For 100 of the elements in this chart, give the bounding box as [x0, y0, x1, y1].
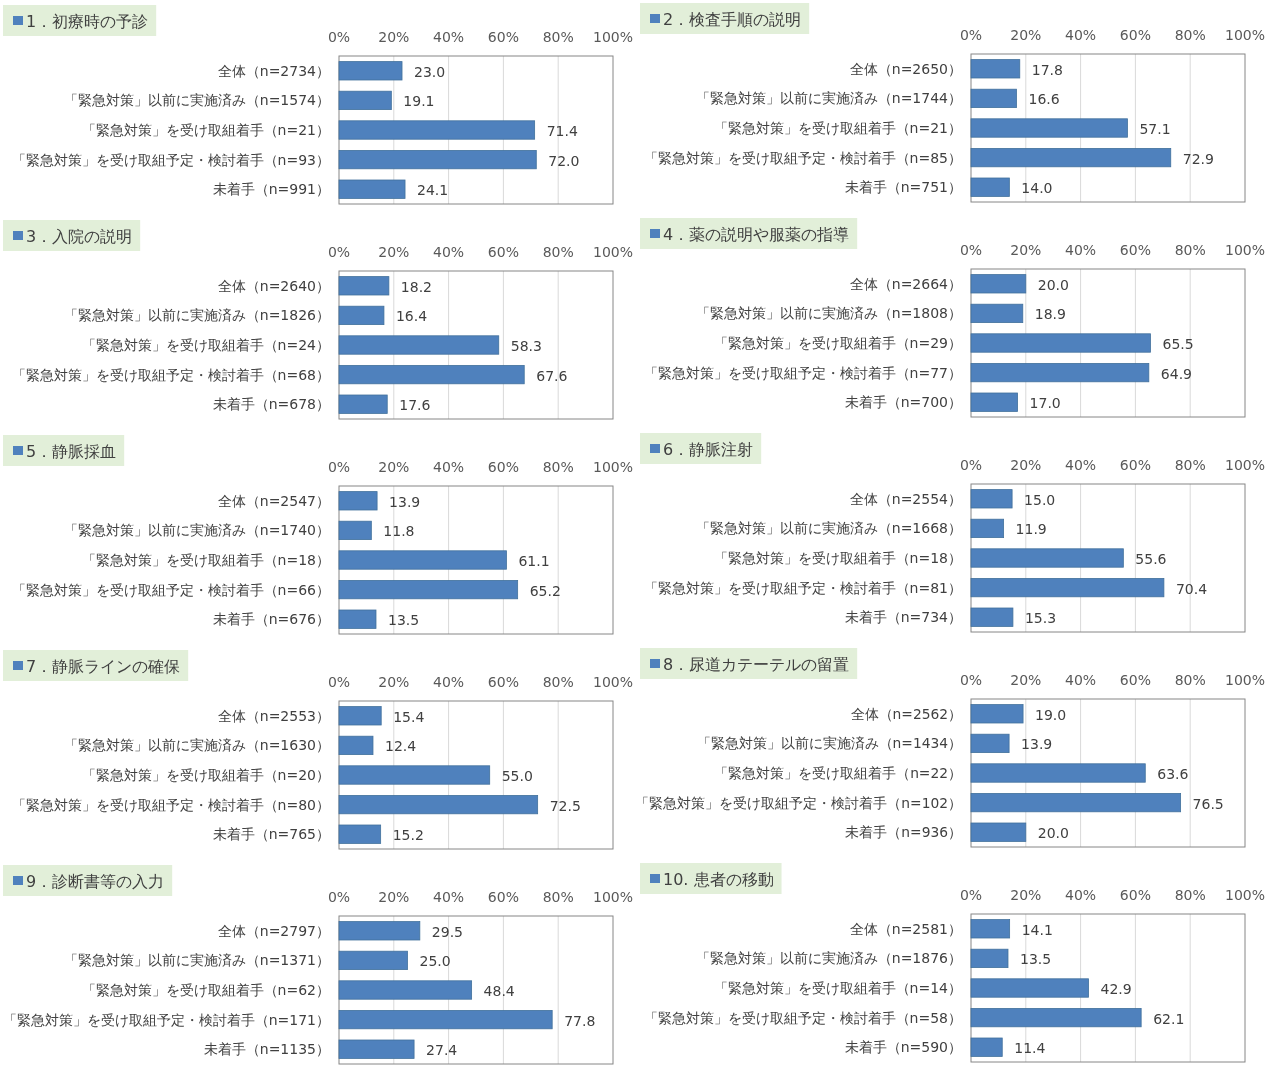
y-tick-label: 未着手（n=678） — [212, 396, 330, 413]
bar — [970, 118, 1128, 138]
data-label: 15.3 — [1024, 610, 1057, 627]
x-tick-label: 80% — [1174, 242, 1206, 258]
bar — [970, 363, 1150, 383]
x-tick-label: 60% — [1119, 887, 1151, 903]
text: 10. 患者の移動 — [663, 869, 774, 889]
x-tick-label: 60% — [487, 889, 519, 905]
bar — [338, 921, 421, 941]
x-tick-label: 0% — [327, 459, 351, 475]
data-label: 17.8 — [1031, 61, 1063, 78]
bar — [970, 333, 1151, 353]
x-tick-label: 80% — [542, 674, 574, 690]
data-label: 18.9 — [1034, 306, 1066, 323]
data-label: 72.5 — [549, 797, 581, 814]
data-label: 17.6 — [399, 397, 431, 414]
data-label: 70.4 — [1175, 580, 1208, 597]
y-tick-label: 全体（n=2553） — [217, 707, 330, 724]
data-label: 55.6 — [1135, 551, 1167, 567]
data-label: 18.2 — [400, 278, 433, 295]
bar — [970, 392, 1018, 412]
x-tick-label: 0% — [959, 457, 983, 473]
bar — [970, 578, 1165, 598]
x-tick-label: 100% — [592, 674, 634, 690]
data-label: 65.2 — [529, 582, 561, 599]
data-label: 13.9 — [389, 493, 421, 510]
bar — [970, 59, 1021, 79]
x-tick-label: 20% — [378, 29, 410, 45]
bar — [338, 980, 473, 1000]
bar — [970, 274, 1027, 294]
data-label: 77.8 — [564, 1012, 596, 1029]
x-tick-label: 80% — [542, 244, 574, 260]
y-tick-label: 「緊急対策」を受け取組予定・検討着手（n=58） — [643, 1009, 962, 1026]
data-label: 13.5 — [1019, 951, 1052, 968]
x-tick-label: 20% — [378, 244, 410, 260]
x-tick-label: 20% — [1010, 242, 1042, 258]
bar — [338, 365, 525, 385]
y-tick-label: 「緊急対策」を受け取組着手（n=24） — [81, 337, 330, 353]
data-label: 71.4 — [546, 123, 578, 139]
x-tick-label: 40% — [1065, 672, 1097, 688]
y-tick-label: 「緊急対策」以前に実施済み（n=1744） — [695, 90, 962, 107]
y-tick-label: 全体（n=2547） — [217, 492, 330, 509]
bar — [970, 948, 1009, 968]
bar — [338, 735, 374, 755]
bar — [338, 150, 537, 170]
data-label: 72.9 — [1182, 150, 1214, 167]
x-tick-label: 40% — [433, 889, 465, 905]
text: 4．薬の説明や服薬の指導 — [663, 224, 850, 244]
x-tick-label: 80% — [1174, 887, 1206, 903]
data-label: 42.9 — [1100, 981, 1132, 997]
y-tick-label: 「緊急対策」を受け取組予定・検討着手（n=77） — [643, 364, 962, 381]
y-tick-label: 未着手（n=590） — [844, 1039, 962, 1056]
bar — [338, 491, 378, 511]
x-tick-label: 0% — [327, 889, 351, 905]
y-tick-label: 「緊急対策」を受け取組予定・検討着手（n=93） — [11, 151, 330, 168]
x-tick-label: 100% — [592, 244, 634, 260]
bar — [970, 518, 1005, 538]
bar — [970, 88, 1017, 108]
data-label: 16.6 — [1028, 91, 1060, 108]
x-tick-label: 20% — [1010, 27, 1042, 43]
data-label: 72.0 — [548, 152, 580, 169]
data-label: 24.1 — [417, 182, 449, 199]
x-tick-label: 80% — [1174, 672, 1206, 688]
x-tick-label: 40% — [433, 674, 465, 690]
data-label: 55.0 — [501, 768, 533, 784]
x-tick-label: 80% — [1174, 27, 1206, 43]
x-tick-label: 40% — [433, 244, 465, 260]
bar — [970, 1037, 1003, 1057]
y-tick-label: 「緊急対策」以前に実施済み（n=1630） — [63, 737, 330, 754]
y-tick-label: 「緊急対策」を受け取組着手（n=18） — [81, 552, 330, 568]
y-tick-label: 「緊急対策」を受け取組着手（n=20） — [81, 767, 330, 783]
y-tick-label: 「緊急対策」以前に実施済み（n=1574） — [63, 92, 330, 109]
data-label: 15.2 — [392, 827, 424, 844]
y-tick-label: 「緊急対策」を受け取組着手（n=21） — [81, 122, 330, 138]
data-label: 15.4 — [393, 708, 425, 725]
y-tick-label: 未着手（n=734） — [844, 609, 962, 626]
data-label: 23.0 — [414, 63, 446, 80]
y-tick-label: 全体（n=2797） — [217, 922, 330, 939]
data-label: 25.0 — [419, 953, 451, 970]
y-tick-label: 「緊急対策」を受け取組予定・検討着手（n=66） — [11, 581, 330, 598]
bar — [338, 1039, 415, 1059]
y-tick-label: 未着手（n=700） — [844, 394, 962, 411]
data-label: 16.4 — [395, 308, 428, 325]
y-tick-label: 「緊急対策」を受け取組着手（n=29） — [713, 335, 962, 351]
y-tick-label: 「緊急対策」を受け取組予定・検討着手（n=102） — [635, 794, 962, 811]
x-tick-label: 20% — [378, 459, 410, 475]
bar — [970, 822, 1027, 842]
y-tick-label: 「緊急対策」以前に実施済み（n=1434） — [696, 735, 962, 752]
bar — [970, 607, 1014, 627]
data-label: 17.0 — [1029, 395, 1061, 412]
y-tick-label: 「緊急対策」以前に実施済み（n=1876） — [695, 950, 962, 967]
data-label: 20.0 — [1037, 825, 1069, 842]
bar — [338, 765, 491, 785]
data-label: 61.1 — [518, 553, 550, 569]
x-tick-label: 60% — [1119, 27, 1151, 43]
text: 9．診断書等の入力 — [26, 871, 165, 891]
x-tick-label: 60% — [487, 674, 519, 690]
data-label: 14.1 — [1021, 921, 1053, 938]
x-tick-label: 0% — [327, 244, 351, 260]
data-label: 19.1 — [403, 93, 435, 110]
